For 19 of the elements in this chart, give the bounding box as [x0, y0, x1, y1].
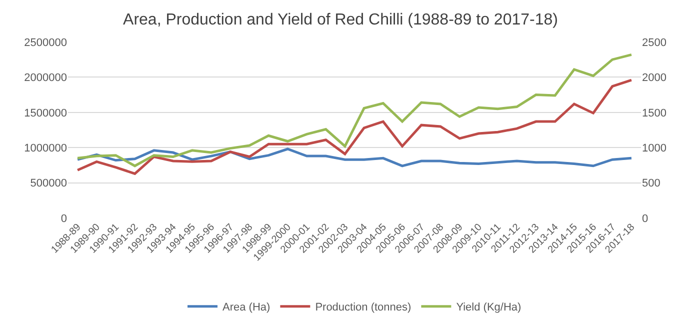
y-tick-label: 2500000	[24, 36, 67, 49]
y2-tick-label: 2000	[642, 72, 666, 84]
legend-label: Production (tonnes)	[315, 302, 412, 314]
y-tick-label: 0	[60, 212, 67, 225]
y-tick-label: 1000000	[24, 142, 67, 154]
chart-title: Area, Production and Yield of Red Chilli (1988-89 to 2017-18)	[123, 12, 558, 29]
y-tick-label: 2000000	[24, 72, 67, 84]
legend-label: Area (Ha)	[222, 302, 270, 314]
y-tick-label: 500000	[30, 178, 67, 190]
y-tick-label: 1500000	[24, 107, 67, 120]
y2-tick-label: 0	[642, 212, 648, 225]
line-series	[76, 78, 633, 175]
y2-tick-label: 1000	[642, 142, 666, 154]
legend-label: Yield (Kg/Ha)	[456, 302, 522, 314]
y2-tick-label: 2500	[642, 36, 666, 49]
y2-tick-label: 500	[642, 178, 660, 190]
line-series	[76, 53, 633, 168]
line-series	[76, 148, 633, 168]
y2-tick-label: 1500	[642, 107, 666, 120]
